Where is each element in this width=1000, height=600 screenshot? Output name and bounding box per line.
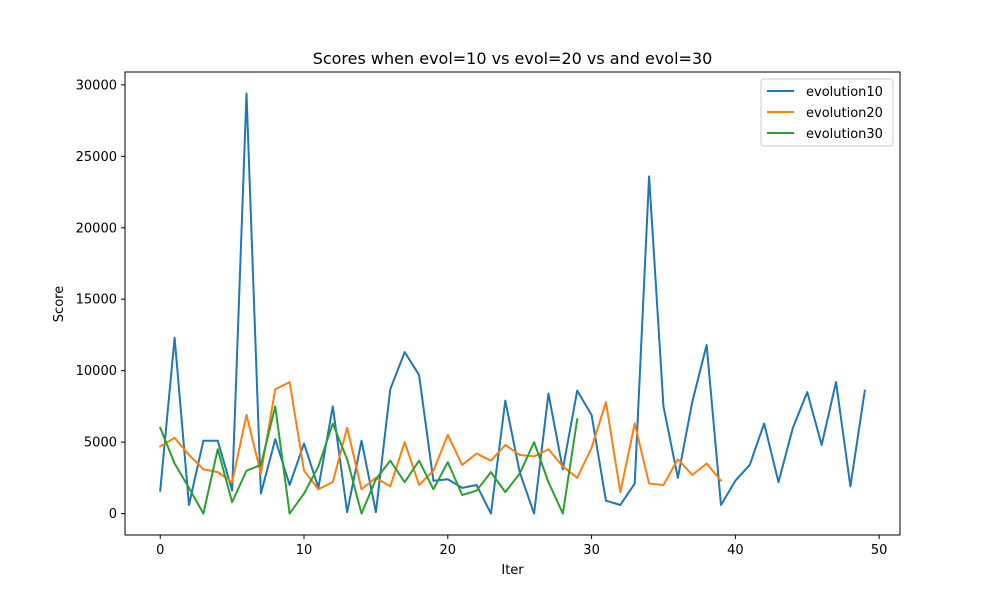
- legend-box: [760, 78, 894, 147]
- y-tick-label: 0: [109, 507, 117, 522]
- x-tick-label: 50: [871, 543, 888, 558]
- x-tick-label: 20: [440, 543, 457, 558]
- axes: 0 10 20 30 40 50 0 5000 10000 15000 20000 25000 3000…: [76, 71, 901, 558]
- series-line-evolution20: [158, 381, 723, 494]
- x-tick-label: 30: [583, 543, 600, 558]
- x-axis-label: Iter: [501, 563, 524, 578]
- series-line-evolution10: [159, 92, 866, 515]
- y-tick-label: 20000: [76, 221, 117, 236]
- y-tick-label: 25000: [76, 150, 117, 165]
- y-axis-label: Score: [52, 286, 67, 322]
- legend: evolution10 evolution20 evolution30: [760, 78, 894, 147]
- legend-label-evolution20: evolution20: [806, 106, 883, 121]
- y-tick-label: 10000: [76, 364, 117, 379]
- series-line-evolution30: [158, 405, 579, 515]
- legend-label-evolution10: evolution10: [806, 85, 883, 100]
- legend-label-evolution30: evolution30: [806, 127, 883, 142]
- y-tick-label: 5000: [84, 436, 117, 451]
- y-tick-label: 30000: [76, 78, 117, 93]
- plot-series: [158, 92, 866, 515]
- x-tick-label: 0: [156, 543, 164, 558]
- x-tick-label: 40: [727, 543, 744, 558]
- chart-title: Scores when evol=10 vs evol=20 vs and ev…: [313, 49, 713, 68]
- y-tick-label: 15000: [76, 293, 117, 308]
- x-tick-label: 10: [296, 543, 313, 558]
- plot-frame: [124, 71, 901, 536]
